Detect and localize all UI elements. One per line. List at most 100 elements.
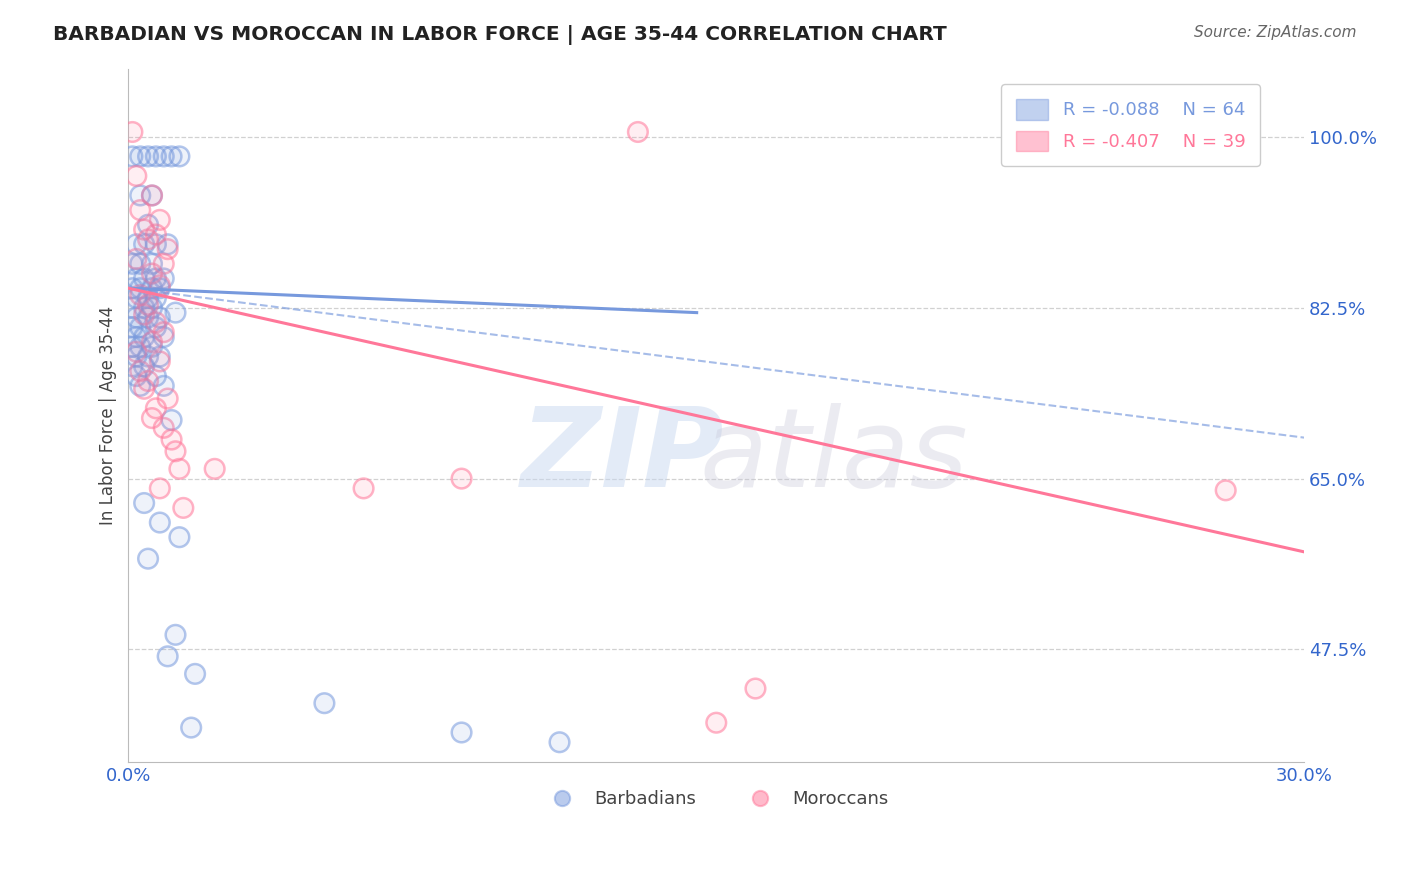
Point bbox=[152, 257, 174, 271]
Point bbox=[121, 320, 143, 334]
Point bbox=[125, 271, 148, 285]
Point bbox=[627, 125, 650, 139]
Point bbox=[129, 203, 152, 218]
Point bbox=[141, 188, 163, 202]
Point bbox=[121, 359, 143, 374]
Point bbox=[160, 433, 183, 447]
Point bbox=[744, 681, 766, 696]
Point bbox=[152, 330, 174, 344]
Point bbox=[141, 188, 163, 202]
Point bbox=[141, 257, 163, 271]
Point bbox=[125, 369, 148, 384]
Point bbox=[169, 530, 191, 544]
Point bbox=[136, 350, 159, 364]
Point bbox=[134, 382, 156, 396]
Point bbox=[121, 149, 143, 163]
Point bbox=[141, 188, 163, 202]
Point bbox=[145, 149, 167, 163]
Point bbox=[129, 340, 152, 354]
Point bbox=[134, 271, 156, 285]
Point bbox=[149, 350, 172, 364]
Point bbox=[353, 482, 375, 496]
Point bbox=[744, 681, 766, 696]
Point bbox=[160, 413, 183, 427]
Point bbox=[149, 310, 172, 325]
Point bbox=[136, 350, 159, 364]
Point bbox=[136, 551, 159, 566]
Point bbox=[145, 369, 167, 384]
Point bbox=[141, 411, 163, 425]
Point bbox=[172, 500, 194, 515]
Point bbox=[145, 237, 167, 252]
Point bbox=[125, 252, 148, 266]
Point bbox=[136, 232, 159, 246]
Point bbox=[134, 496, 156, 510]
Point bbox=[141, 340, 163, 354]
Point bbox=[125, 237, 148, 252]
Point bbox=[121, 125, 143, 139]
Point bbox=[136, 149, 159, 163]
Point bbox=[149, 310, 172, 325]
Point bbox=[165, 305, 187, 319]
Point bbox=[136, 232, 159, 246]
Point bbox=[129, 149, 152, 163]
Point bbox=[121, 257, 143, 271]
Point bbox=[160, 433, 183, 447]
Point bbox=[160, 149, 183, 163]
Point bbox=[141, 340, 163, 354]
Point bbox=[129, 379, 152, 393]
Point bbox=[145, 237, 167, 252]
Legend: Barbadians, Moroccans: Barbadians, Moroccans bbox=[537, 782, 896, 815]
Point bbox=[353, 482, 375, 496]
Point bbox=[125, 169, 148, 183]
Point bbox=[169, 530, 191, 544]
Text: Source: ZipAtlas.com: Source: ZipAtlas.com bbox=[1194, 25, 1357, 40]
Point bbox=[704, 715, 727, 730]
Point bbox=[134, 222, 156, 236]
Point bbox=[134, 359, 156, 374]
Point bbox=[129, 340, 152, 354]
Point bbox=[121, 149, 143, 163]
Point bbox=[156, 392, 179, 406]
Point bbox=[149, 281, 172, 295]
Point bbox=[141, 334, 163, 349]
Point bbox=[141, 267, 163, 281]
Point bbox=[121, 125, 143, 139]
Point bbox=[129, 320, 152, 334]
Point bbox=[169, 462, 191, 476]
Point bbox=[149, 516, 172, 530]
Point bbox=[152, 330, 174, 344]
Point bbox=[129, 379, 152, 393]
Point bbox=[134, 222, 156, 236]
Point bbox=[160, 149, 183, 163]
Point bbox=[450, 472, 472, 486]
Point bbox=[1215, 483, 1237, 498]
Point bbox=[314, 696, 336, 710]
Point bbox=[156, 649, 179, 664]
Point bbox=[450, 725, 472, 739]
Point bbox=[149, 278, 172, 293]
Point bbox=[180, 721, 202, 735]
Point bbox=[125, 310, 148, 325]
Point bbox=[136, 291, 159, 305]
Point bbox=[149, 354, 172, 368]
Point bbox=[165, 305, 187, 319]
Point bbox=[156, 237, 179, 252]
Text: atlas: atlas bbox=[700, 403, 969, 510]
Point bbox=[136, 374, 159, 388]
Point bbox=[136, 218, 159, 232]
Point bbox=[136, 218, 159, 232]
Point bbox=[314, 696, 336, 710]
Point bbox=[169, 462, 191, 476]
Point bbox=[149, 354, 172, 368]
Point bbox=[125, 330, 148, 344]
Point bbox=[156, 649, 179, 664]
Point bbox=[149, 482, 172, 496]
Point bbox=[121, 340, 143, 354]
Point bbox=[145, 227, 167, 242]
Point bbox=[121, 340, 143, 354]
Point bbox=[152, 271, 174, 285]
Point bbox=[165, 628, 187, 642]
Point bbox=[125, 330, 148, 344]
Point bbox=[1215, 483, 1237, 498]
